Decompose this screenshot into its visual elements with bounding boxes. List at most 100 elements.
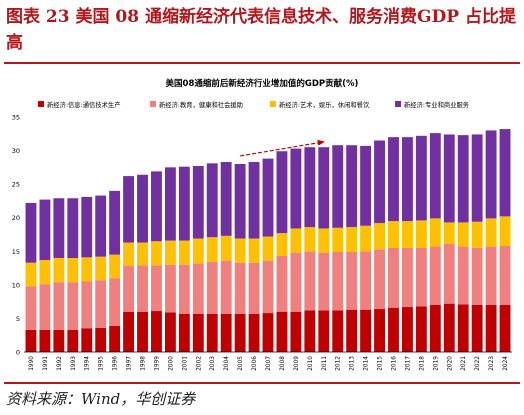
stacked-bar-chart: 美国08通缩前后新经济行业增加值的GDP贡献(%) 新经济:信息:通信技术生产新… [12,78,512,371]
bar-segment [178,166,190,241]
bar-segment [109,278,121,326]
y-tick-label: 35 [12,114,20,122]
x-tick-label: 1992 [57,356,63,371]
x-tick-label: 2016 [391,356,397,371]
bar-segment [95,327,107,352]
bar-segment [95,280,107,328]
bar-segment [388,307,399,352]
top-rule [4,62,520,64]
x-tick-label: 2012 [336,356,342,371]
y-tick-label: 5 [16,315,20,323]
bar-segment [67,258,79,283]
bar-segment [415,306,427,352]
bar-segment [388,221,399,248]
bar-segment [25,286,37,330]
legend-swatch [150,101,156,107]
bar-segment [346,145,358,228]
bar-segment [457,246,469,305]
bar-segment [374,309,385,352]
bar-segment [137,311,148,352]
x-tick-label: 2017 [405,356,411,371]
bar-segment [178,264,190,314]
x-tick-label: 2018 [419,356,425,371]
y-tick-label: 10 [12,281,20,289]
bar-segment [457,222,469,247]
chart-legend: 新经济:信息:通信技术生产 新经济:教育，健康和社会援助 新经济:艺术，娱乐，休闲和… [38,100,470,109]
bar-segment [471,247,483,305]
bar-segment [318,310,330,352]
bar-segment [360,145,372,226]
bar-segment [248,238,260,263]
bar-segment [457,135,469,223]
bar-segment [192,313,204,352]
bar-segment [109,190,121,255]
x-tick-label: 2005 [238,356,244,371]
bar-segment [499,245,511,305]
bar-segment [415,135,427,221]
bar-segment [67,282,79,330]
x-tick-label: 2022 [475,356,481,371]
bar-segment [178,313,190,352]
bar-segment [290,252,302,312]
bar-segment [95,195,107,257]
x-axis: 1990 1991 1992 1993 1994 1995 1996 1997 1998 1999… [24,351,512,371]
x-tick-label: 1997 [127,356,133,371]
bar-segment [304,147,316,228]
x-tick-label: 1993 [71,356,77,371]
bar-segment [346,309,358,352]
bar-segment [401,247,413,308]
legend-item: 新经济:专业和商业服务 [395,100,470,109]
bar-segment [39,329,51,352]
bar-segment [499,305,511,352]
bar-segment [67,198,79,258]
bar-segment [206,163,218,238]
bar-segment [485,246,497,305]
bar-segment [53,329,65,352]
bar-segment [206,313,218,352]
bar-segment [39,199,51,261]
bar-segment [401,307,413,352]
legend-item: 新经济:艺术，娱乐，休闲和餐饮 [270,100,370,109]
bar-segment [290,148,302,229]
bar-segment [262,313,274,352]
bar-segment [290,228,302,253]
bar-segment [429,218,441,247]
bar-segment [499,216,511,246]
bar-segment [25,262,37,287]
x-tick-label: 1994 [85,356,91,371]
bar-segment [429,246,441,305]
annotations [240,139,325,157]
x-tick-label: 2021 [461,356,467,371]
bar-segment [485,305,497,352]
bar-segment [220,161,232,236]
bar-segment [429,133,441,219]
x-tick-label: 2004 [224,356,230,371]
bar-segment [95,256,107,281]
bar-segment [318,147,330,229]
bar-segment [262,236,274,261]
legend-label: 新经济:艺术，娱乐，休闲和餐饮 [279,100,370,109]
bar-segment [360,225,372,252]
legend-label: 新经济:信息:通信技术生产 [47,100,121,109]
bar-segment [248,161,260,239]
bar-segment [360,309,372,352]
legend-item: 新经济:教育，健康和社会援助 [150,100,243,109]
x-tick-label: 2007 [266,356,272,371]
bar-segment [109,325,121,352]
x-tick-label: 2023 [489,356,495,371]
x-tick-label: 2000 [168,356,174,371]
bar-segment [276,233,288,256]
bar-segment [485,218,497,247]
bar-segment [164,312,176,352]
bar-segment [415,247,427,307]
chart-title: 美国08通缩前后新经济行业增加值的GDP贡献(%) [166,78,359,89]
y-tick-label: 15 [12,248,20,256]
figure-title: 图表 23 美国 08 通缩新经济代表信息技术、服务消费GDP 占比提高 [6,7,516,53]
bar-segment [290,311,302,352]
bar-segment [346,251,358,310]
y-axis: 0 5 10 15 20 25 30 35 [12,114,20,357]
bar-segment [151,171,162,242]
bar-segment [374,223,385,250]
bar-segment [234,313,246,352]
bar-segment [109,254,121,279]
